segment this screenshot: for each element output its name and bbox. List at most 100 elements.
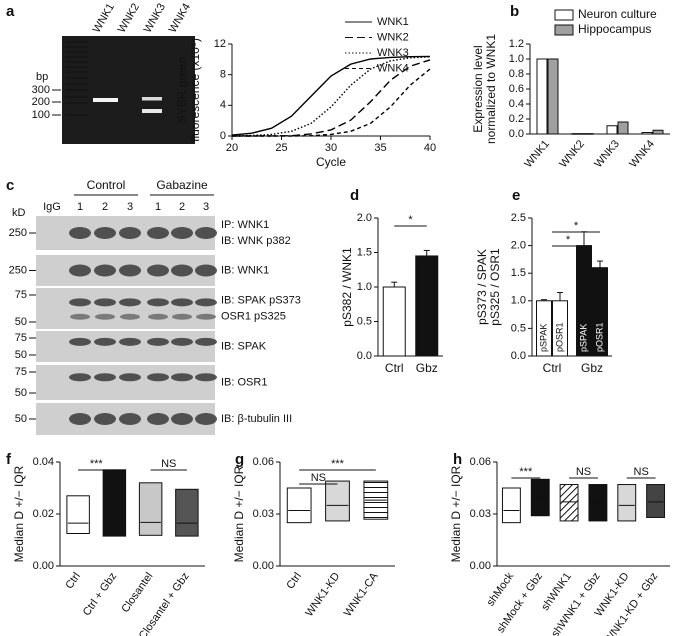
box: [559, 484, 579, 522]
panel-label: a: [6, 3, 15, 20]
blot-label: IB: β-tubulin III: [221, 413, 292, 425]
blot-strip: [36, 288, 215, 329]
series-line: [232, 68, 431, 137]
panel-label: c: [6, 177, 14, 194]
y-tick-label: 0.2: [509, 113, 524, 125]
y-tick-label: 0.0: [357, 350, 372, 362]
significance-label: ***: [519, 466, 533, 478]
y-tick-label: 0.0: [509, 128, 524, 140]
blot-band: [94, 298, 116, 307]
blot-band: [171, 373, 193, 382]
blot-band: [147, 264, 169, 277]
y-axis-label: Expression level: [471, 45, 485, 132]
y-tick-label: 2.0: [511, 240, 526, 252]
y-axis-label: Median D +/− IQR: [232, 465, 246, 562]
blot-band: [94, 373, 116, 382]
legend-label: WNK2: [377, 31, 409, 43]
significance-label: *: [566, 234, 571, 246]
box: [175, 488, 199, 537]
bar: [415, 255, 439, 357]
y-tick-label: 0.06: [253, 456, 274, 468]
y-tick-label: 0.04: [33, 456, 54, 468]
x-tick-label: Gbz: [581, 361, 603, 375]
blot-band: [69, 227, 91, 239]
box: [102, 469, 127, 537]
y-axis-label: SYBR green: [175, 57, 189, 124]
blot-band: [171, 413, 193, 425]
lane-label: 2: [179, 201, 185, 213]
bar-inner-label: pSPAK: [578, 324, 588, 352]
blot-band: [69, 298, 91, 307]
blot-band: [119, 227, 141, 239]
blot-band: [147, 298, 169, 307]
panel-label: f: [6, 451, 12, 468]
bar: [617, 121, 629, 135]
size-label: 300: [32, 84, 50, 96]
significance-label: *: [408, 214, 413, 226]
panel-label: h: [453, 451, 462, 468]
group-label: Control: [87, 178, 126, 192]
blot-label: OSR1 pS325: [221, 310, 286, 322]
blot-band: [171, 337, 193, 346]
y-tick-label: 0.4: [509, 98, 524, 110]
legend-label: WNK4: [377, 62, 409, 74]
y-tick-label: 0.03: [470, 508, 491, 520]
blot-band: [147, 227, 169, 239]
lane-label: 3: [203, 201, 209, 213]
x-tick-label: 20: [226, 142, 238, 154]
y-axis-label: Median D +/− IQR: [449, 465, 463, 562]
bar: [582, 133, 594, 135]
blot-band: [195, 227, 217, 239]
y-axis-label: normalized to WNK1: [484, 34, 498, 144]
series-line: [232, 59, 431, 137]
group-label: Gabazine: [156, 178, 208, 192]
mw-label: 75: [15, 366, 27, 378]
blot-band: [70, 313, 90, 320]
x-tick-label: 25: [275, 142, 287, 154]
box: [286, 487, 312, 524]
y-tick-label: 0.06: [470, 456, 491, 468]
y-tick-label: 0.8: [509, 68, 524, 80]
y-tick-label: 2.0: [357, 212, 372, 224]
y-tick-label: 1.5: [357, 246, 372, 258]
panel-label: g: [235, 451, 244, 468]
blot-band: [119, 298, 141, 307]
bar: [641, 132, 653, 135]
bar: [536, 58, 548, 135]
blot-band: [94, 227, 116, 239]
y-tick-label: 1.0: [511, 295, 526, 307]
legend-label: Neuron culture: [578, 7, 657, 21]
y-tick-label: 1.5: [511, 267, 526, 279]
blot-band: [195, 264, 217, 277]
mw-label: 50: [15, 316, 27, 328]
y-tick-label: 1.2: [509, 38, 524, 50]
mw-label: 50: [15, 387, 27, 399]
significance-label: NS: [576, 466, 591, 478]
blot-band: [171, 264, 193, 277]
legend-label: Hippocampus: [578, 22, 651, 36]
y-tick-label: 0.5: [357, 315, 372, 327]
blot-band: [69, 337, 91, 346]
blot-label: IP: WNK1: [221, 219, 269, 231]
y-tick-label: 0.5: [511, 322, 526, 334]
bar: [571, 133, 583, 135]
y-tick-label: 2.5: [511, 212, 526, 224]
lane-label: 3: [127, 201, 133, 213]
blot-label: IB: WNK1: [221, 264, 269, 276]
blot-band: [171, 227, 193, 239]
y-tick-label: 1.0: [509, 53, 524, 65]
mw-label: 75: [15, 289, 27, 301]
box: [325, 480, 350, 522]
legend-swatch: [554, 24, 574, 36]
size-label: 200: [32, 96, 50, 108]
y-tick-label: 1.0: [357, 281, 372, 293]
box: [646, 484, 666, 518]
significance-label: NS: [634, 466, 649, 478]
blot-band: [147, 413, 169, 425]
blot-label: IB: WNK p382: [221, 235, 291, 247]
blot-strip: [36, 331, 215, 362]
box: [501, 487, 521, 524]
blot-band: [119, 413, 141, 425]
bar: [606, 125, 618, 135]
y-tick-label: 0.00: [470, 560, 491, 572]
